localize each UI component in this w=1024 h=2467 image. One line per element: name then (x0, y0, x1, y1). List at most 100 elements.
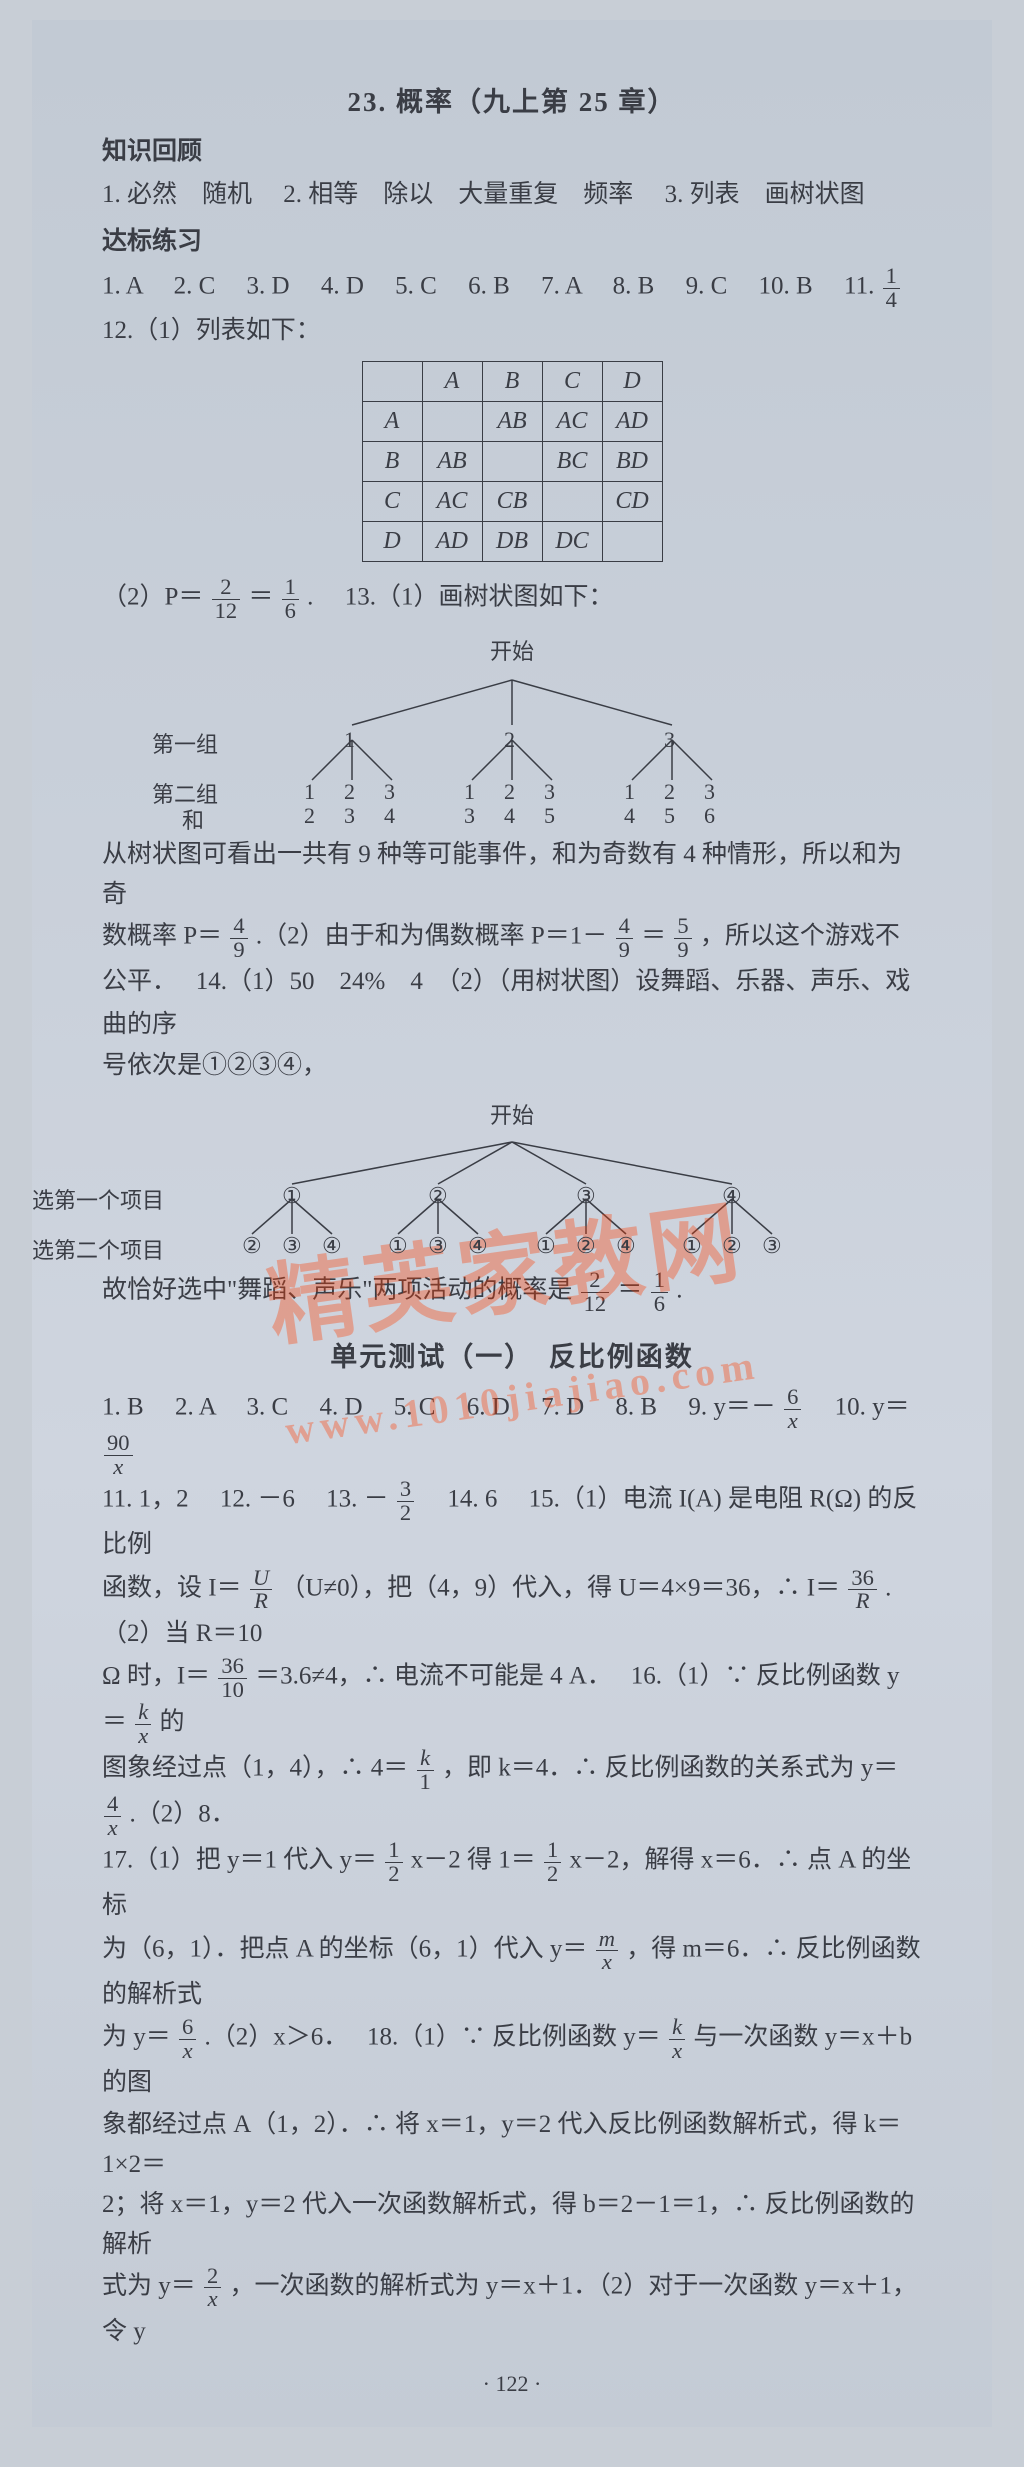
l2: 1 (304, 779, 315, 805)
mc-5: 5. C (395, 273, 437, 300)
l2: ② (722, 1233, 742, 1259)
frac-den: 9 (616, 939, 633, 962)
frac: 36R (848, 1567, 877, 1613)
frac-num: m (596, 1928, 618, 1952)
frac-den: x (669, 2040, 685, 2063)
rh: A (362, 402, 422, 442)
unit1-title: 单元测试（一） 反比例函数 (102, 1335, 922, 1374)
frac-den: 6 (651, 1293, 668, 1316)
txt: ＝ (617, 1277, 642, 1304)
th: A (422, 362, 482, 402)
frac-num: 4 (104, 1793, 121, 1817)
u1-9-pre: 9. y＝－ (688, 1394, 776, 1421)
mc-answers: 1. A 2. C 3. D 4. D 5. C 6. B 7. A 8. B … (102, 265, 922, 311)
table-row: A AB AC AD (362, 402, 662, 442)
row2-label: 选第二个项目 (32, 1233, 164, 1265)
td: CD (602, 482, 662, 522)
u1-5: 5. C (394, 1394, 436, 1421)
tree2: 开始 选第一个项目 选第二个项目 ① ② ③ ④ ② ③ ④ ① ③ ④ ① ② (102, 1098, 922, 1259)
txt: 为（6，1）．把点 A 的坐标（6，1）代入 y＝ (102, 1935, 587, 1962)
td: BC (542, 442, 602, 482)
sum: 4 (504, 803, 515, 829)
frac-den: x (135, 1725, 151, 1748)
u1-18b: 象都经过点 A（1，2）．∴ 将 x＝1，y＝2 代入反比例函数解析式，得 k＝… (102, 2105, 922, 2185)
frac: 16 (651, 1269, 668, 1315)
txt: ＝3.6≠4，∴ 电流不可能是 4 A． (255, 1663, 599, 1690)
u1-10-pre: 10. y＝ (835, 1394, 910, 1421)
frac: 6x (784, 1386, 801, 1432)
mc-11-frac: 1 4 (883, 265, 900, 311)
frac-num: k (417, 1747, 434, 1771)
l2: ③ (762, 1233, 782, 1259)
frac: 32 (397, 1478, 414, 1524)
txt: Ω 时，I＝ (102, 1663, 210, 1690)
td (602, 522, 662, 562)
txt: 18.（1）∵ 反比例函数 y＝ (367, 2024, 661, 2051)
td: AD (602, 402, 662, 442)
frac-num: 36 (218, 1655, 247, 1679)
txt: ，一次函数的解析式为 y＝x＋1．（2）对于一次函数 y＝x＋1，令 y (102, 2272, 917, 2344)
rh: C (362, 482, 422, 522)
frac: kx (669, 2016, 685, 2062)
td (542, 482, 602, 522)
u1-2: 2. A (175, 1394, 215, 1421)
frac-num: k (669, 2016, 685, 2040)
frac-num: 1 (385, 1839, 402, 1863)
q14-b: 号依次是①②③④， (102, 1046, 922, 1086)
table-row: A B C D (362, 362, 662, 402)
frac-den: x (596, 1951, 618, 1974)
u1-12: 12. －6 (220, 1486, 295, 1513)
frac: UR (250, 1567, 272, 1613)
txt: .（2）x＞6． (205, 2024, 336, 2051)
tree-start: 开始 (102, 634, 922, 666)
l2: 2 (344, 779, 355, 805)
q12p2-pre: （2）P＝ (102, 584, 203, 611)
txt: 故恰好选中"舞蹈、声乐"两项活动的概率是 (102, 1277, 572, 1304)
frac: 1 6 (282, 576, 299, 622)
u1-11: 11. 1，2 (102, 1486, 189, 1513)
u1-14: 14. 6 (447, 1486, 497, 1513)
table-row: B AB BC BD (362, 442, 662, 482)
th: C (542, 362, 602, 402)
frac-num: k (135, 1701, 151, 1725)
frac-num: 6 (784, 1386, 801, 1410)
l2: 1 (464, 779, 475, 805)
u1-15b: 函数，设 I＝ UR （U≠0），把（4，9）代入，得 U＝4×9＝36，∴ I… (102, 1567, 922, 1656)
review-2: 2. 相等 除以 大量重复 频率 (283, 181, 633, 208)
frac-num: 4 (616, 915, 633, 939)
review-1: 1. 必然 随机 (102, 181, 252, 208)
frac-num: 1 (282, 576, 299, 600)
txt: x－2 得 1＝ (411, 1847, 536, 1874)
u1-7: 7. D (541, 1394, 584, 1421)
frac-den: R (250, 1590, 272, 1613)
u1-4: 4. D (319, 1394, 362, 1421)
txt: 图象经过点（1，4），∴ 4＝ (102, 1755, 408, 1782)
sum: 3 (464, 803, 475, 829)
frac-den: 2 (397, 1502, 414, 1525)
txt: . (676, 1277, 682, 1304)
td: AB (482, 402, 542, 442)
frac-den: 1 (417, 1771, 434, 1794)
table-row: D AD DB DC (362, 522, 662, 562)
page: 精英家教网 www.1010jiajiao.com 23. 概率（九上第 25 … (32, 20, 992, 2427)
txt: .（2）由于和为偶数概率 P＝1－ (256, 923, 607, 950)
l2: ④ (616, 1233, 636, 1259)
l1: ③ (576, 1183, 596, 1209)
table-row: C AC CB CD (362, 482, 662, 522)
txt: 数概率 P＝ (102, 923, 222, 950)
period: . (307, 584, 313, 611)
frac-den: x (104, 1817, 121, 1840)
l2: 2 (664, 779, 675, 805)
practice-heading: 达标练习 (102, 221, 922, 257)
u1-row2: 11. 1，2 12. －6 13. － 32 14. 6 15.（1）电流 I… (102, 1478, 922, 1567)
frac-num: 5 (674, 915, 691, 939)
td: DC (542, 522, 602, 562)
frac-num: 1 (544, 1839, 561, 1863)
l2: ① (536, 1233, 556, 1259)
u1-17b: 为（6，1）．把点 A 的坐标（6，1）代入 y＝ mx ，得 m＝6．∴ 反比… (102, 1928, 922, 2017)
frac: kx (135, 1701, 151, 1747)
mc-2: 2. C (174, 273, 216, 300)
tree2-start: 开始 (102, 1098, 922, 1130)
frac-num: 2 (204, 2265, 221, 2289)
row3-label: 和 (182, 803, 204, 835)
